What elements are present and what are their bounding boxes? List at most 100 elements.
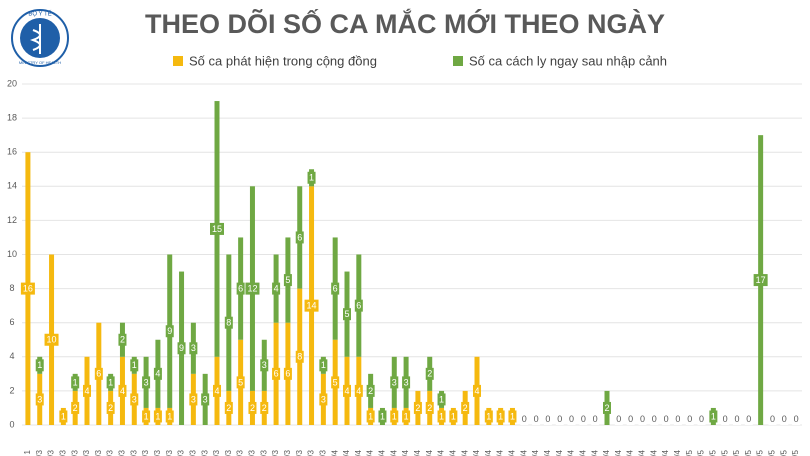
- data-label-text: 0: [699, 414, 704, 424]
- data-label-text: 0: [569, 414, 574, 424]
- y-tick-label: 4: [9, 351, 14, 361]
- data-label: 1: [402, 410, 411, 423]
- y-tick-label: 18: [7, 112, 17, 122]
- data-label-box: [354, 384, 363, 397]
- data-label-text: 2: [73, 403, 78, 413]
- data-label-text: 1: [380, 411, 385, 421]
- data-label-text: 6: [274, 369, 279, 379]
- data-label: 5: [283, 274, 292, 287]
- data-label: 2: [106, 401, 115, 414]
- data-label: 1: [437, 393, 446, 406]
- data-label-text: 6: [96, 369, 101, 379]
- x-tick-label: 11/3: [82, 449, 91, 456]
- data-label-text: 2: [120, 335, 125, 345]
- data-label-text: 0: [746, 414, 751, 424]
- data-label-text: 1: [167, 411, 172, 421]
- data-label: 0: [768, 413, 777, 425]
- data-label-box: [744, 413, 753, 425]
- data-label-box: [520, 413, 529, 425]
- data-label: 4: [118, 384, 127, 397]
- data-label-text: 0: [581, 414, 586, 424]
- data-label-text: 3: [203, 394, 208, 404]
- data-label-box: [709, 410, 718, 423]
- data-label: 0: [744, 413, 753, 425]
- data-label: 5: [343, 308, 351, 321]
- data-label: 1: [496, 410, 505, 423]
- data-label: 1: [142, 410, 151, 423]
- data-label-text: 0: [557, 414, 562, 424]
- data-label: 0: [520, 413, 529, 425]
- data-label-box: [283, 274, 292, 287]
- data-label-box: [83, 384, 91, 397]
- data-label-box: [543, 413, 552, 425]
- data-label-text: 4: [274, 283, 279, 293]
- data-label-box: [177, 342, 186, 355]
- data-label: 1: [449, 410, 458, 423]
- data-label-box: [792, 413, 801, 425]
- data-label-box: [210, 222, 224, 235]
- y-tick-label: 14: [7, 181, 17, 191]
- data-label-text: 2: [226, 403, 231, 413]
- y-tick-label: 6: [9, 317, 14, 327]
- x-tick-label: 10/5: [791, 449, 800, 456]
- data-label-box: [319, 393, 328, 406]
- data-label: 2: [425, 367, 434, 380]
- x-tick-label: 20/3: [188, 449, 197, 456]
- data-label: 3: [189, 393, 198, 406]
- data-label-box: [272, 367, 281, 380]
- data-label-box: [685, 413, 694, 425]
- data-label-text: 2: [250, 403, 255, 413]
- x-tick-label: 24/4: [602, 449, 611, 456]
- x-tick-label: 23/3: [224, 449, 233, 456]
- x-tick-label: 09/3: [58, 449, 67, 456]
- x-tick-label: 13/3: [106, 449, 115, 456]
- data-label-text: 0: [675, 414, 680, 424]
- data-label-box: [366, 410, 375, 423]
- data-label: 10: [44, 333, 59, 346]
- data-label-text: 4: [344, 386, 349, 396]
- y-tick-label: 16: [7, 147, 17, 157]
- data-label: 9: [165, 325, 174, 338]
- data-label: 4: [83, 384, 91, 397]
- data-label-text: 2: [604, 403, 609, 413]
- y-tick-label: 12: [7, 215, 17, 225]
- y-tick-label: 10: [7, 249, 17, 259]
- y-tick-label: 0: [9, 419, 14, 429]
- data-label-box: [35, 393, 44, 406]
- x-tick-label: 06/4: [389, 449, 398, 456]
- x-tick-label: 17/4: [519, 449, 528, 456]
- data-label-text: 9: [179, 343, 184, 353]
- data-label-box: [165, 325, 174, 338]
- x-tick-label: 20/4: [555, 449, 564, 456]
- data-label-box: [425, 401, 434, 414]
- data-label-box: [118, 333, 127, 346]
- data-label: 0: [591, 413, 600, 425]
- data-label: 16: [20, 282, 35, 295]
- data-label-text: 1: [498, 411, 503, 421]
- data-label: 9: [177, 342, 186, 355]
- data-label-text: 2: [108, 403, 113, 413]
- data-label-text: 6: [285, 369, 290, 379]
- data-label-box: [142, 376, 151, 389]
- data-label-text: 0: [534, 414, 539, 424]
- data-label-text: 12: [247, 283, 257, 293]
- data-label-text: 3: [392, 377, 397, 387]
- data-label-text: 5: [333, 377, 338, 387]
- data-label-box: [532, 413, 541, 425]
- x-tick-label: 24/3: [236, 449, 245, 456]
- logo: BỘ Y TẾ MINISTRY OF HEALTH: [11, 9, 69, 67]
- data-label-box: [378, 410, 387, 423]
- data-label: 3: [142, 376, 151, 389]
- data-label-text: 2: [427, 369, 432, 379]
- data-label-box: [579, 413, 588, 425]
- data-label-text: 3: [191, 343, 196, 353]
- x-tick-label: 16/4: [508, 449, 517, 456]
- data-label-box: [343, 308, 351, 321]
- data-label-box: [614, 413, 623, 425]
- data-label-box: [425, 367, 434, 380]
- x-tick-label: 08/5: [768, 449, 777, 456]
- data-label-text: 1: [711, 411, 716, 421]
- data-label: 2: [366, 384, 375, 397]
- data-label: 6: [331, 282, 340, 295]
